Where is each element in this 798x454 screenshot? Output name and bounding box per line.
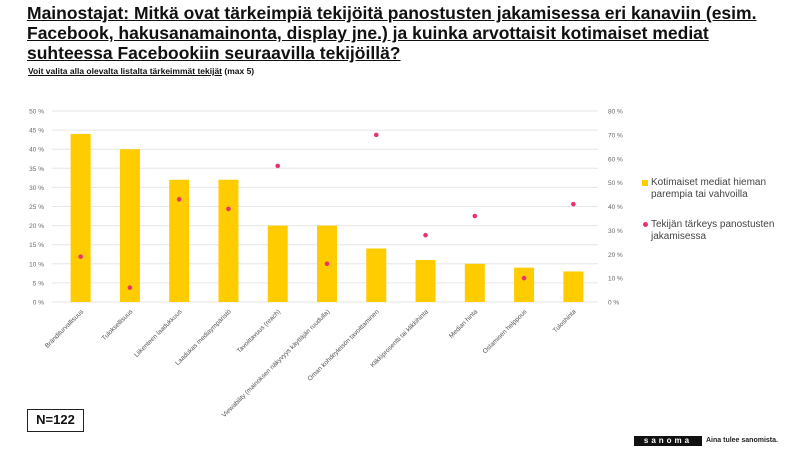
right-axis-tick-label: 80 % xyxy=(608,109,623,116)
left-axis-tick-label: 25 % xyxy=(29,204,44,211)
chart-bar xyxy=(119,149,140,302)
right-axis-tick-label: 0 % xyxy=(608,300,619,307)
sanoma-logo: sanoma xyxy=(634,436,702,446)
chart-point xyxy=(176,197,182,202)
legend-item-dots: Tekijän tärkeys panostusten jakamisessa xyxy=(643,219,791,243)
left-axis-tick-label: 50 % xyxy=(29,109,44,116)
x-axis-category-label: Liikenteen laadukkuus xyxy=(133,308,184,359)
title-main: Mitkä ovat tärkeimpiä tekijöitä panostus… xyxy=(27,3,757,63)
title-prefix: Mainostajat: xyxy=(27,3,134,23)
x-axis-category-label: Tuloshinta xyxy=(552,308,578,334)
left-axis-tick-label: 40 % xyxy=(29,147,44,154)
left-axis-tick-label: 10 % xyxy=(29,261,44,268)
x-axis-category-label: Viewability (mainoksen näkyvyys käyttäjä… xyxy=(221,308,332,419)
chart-point xyxy=(226,206,231,212)
chart-point xyxy=(521,275,527,281)
x-axis-category-label: Tuloksellisuus xyxy=(101,308,135,342)
chart-bar xyxy=(366,248,387,302)
brand-slogan: Aina tulee sanomista. xyxy=(706,437,778,444)
chart-bar xyxy=(464,263,485,302)
chart-point xyxy=(423,232,428,238)
chart-point xyxy=(324,261,330,267)
left-axis-tick-label: 15 % xyxy=(29,242,44,249)
legend-dot-label: Tekijän tärkeys panostusten jakamisessa xyxy=(651,219,775,242)
left-axis-tick-label: 0 % xyxy=(33,300,44,307)
x-axis-category-label: Klikkiprosentti tai klikkihinta xyxy=(369,308,430,369)
left-axis-tick-label: 45 % xyxy=(29,128,44,135)
right-axis-tick-label: 10 % xyxy=(608,276,623,283)
legend-dot-swatch xyxy=(643,222,648,227)
x-axis-category-label: Laadukas mediaympäristö xyxy=(174,308,233,367)
right-axis-tick-label: 50 % xyxy=(608,180,623,187)
chart-point xyxy=(373,132,379,138)
x-axis-category-label: Bränditurvallisuus xyxy=(44,308,86,350)
left-axis-tick-label: 30 % xyxy=(29,185,44,192)
chart-bar xyxy=(169,179,190,302)
chart-point xyxy=(571,201,576,207)
chart-bar xyxy=(563,271,584,302)
subtitle-main: Voit valita alla olevalta listalta tärke… xyxy=(28,66,223,76)
subtitle-suffix: (max 5) xyxy=(222,66,255,76)
legend-item-bars: Kotimaiset mediat hieman parempia tai va… xyxy=(642,177,791,201)
right-axis-tick-label: 60 % xyxy=(608,156,623,163)
left-axis-tick-label: 35 % xyxy=(29,166,44,173)
left-axis-tick-label: 5 % xyxy=(33,280,44,287)
left-axis-tick-label: 20 % xyxy=(29,223,44,230)
sample-size-badge: N=122 xyxy=(27,409,84,432)
chart-bar xyxy=(415,259,436,302)
chart-bar xyxy=(267,225,288,302)
right-axis-tick-label: 30 % xyxy=(608,228,623,235)
chart-bar xyxy=(514,267,535,302)
legend-bar-label: Kotimaiset mediat hieman parempia tai va… xyxy=(651,177,767,200)
right-axis-tick-label: 40 % xyxy=(608,204,623,211)
chart-point xyxy=(472,213,478,219)
chart-title: Mainostajat: Mitkä ovat tärkeimpiä tekij… xyxy=(27,3,787,63)
x-axis-category-label: Tavoittavuus (reach) xyxy=(236,308,282,354)
chart-bar xyxy=(218,179,239,302)
right-axis-tick-label: 70 % xyxy=(608,132,623,139)
chart-subtitle: Voit valita alla olevalta listalta tärke… xyxy=(28,66,254,76)
chart-point xyxy=(127,285,133,290)
chart-point xyxy=(78,254,83,259)
x-axis-category-label: Ostamisen helppous xyxy=(482,308,529,355)
chart-point xyxy=(275,163,281,169)
right-axis-tick-label: 20 % xyxy=(608,252,623,259)
chart-bar xyxy=(70,133,91,302)
legend-bar-swatch xyxy=(642,180,648,186)
x-axis-category-label: Median hinta xyxy=(448,308,480,340)
